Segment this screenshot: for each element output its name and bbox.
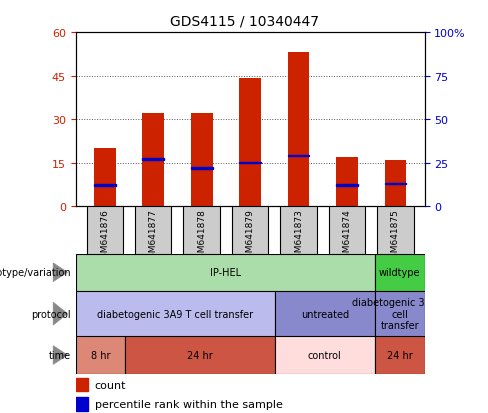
Text: count: count — [95, 380, 126, 390]
Text: percentile rank within the sample: percentile rank within the sample — [95, 399, 283, 409]
Text: diabetogenic 3A9 T cell transfer: diabetogenic 3A9 T cell transfer — [97, 309, 253, 319]
Bar — [375, 254, 425, 291]
Text: GDS4115 / 10340447: GDS4115 / 10340447 — [169, 14, 319, 28]
Text: control: control — [308, 350, 342, 360]
Text: GSM641877: GSM641877 — [149, 209, 158, 263]
Bar — [142, 114, 164, 206]
Bar — [135, 206, 171, 254]
Bar — [385, 160, 407, 206]
Text: 8 hr: 8 hr — [91, 350, 110, 360]
Bar — [377, 206, 414, 254]
Text: GSM641876: GSM641876 — [100, 209, 109, 263]
Bar — [287, 53, 309, 206]
Bar — [76, 291, 275, 337]
Polygon shape — [53, 346, 67, 364]
Text: GSM641875: GSM641875 — [391, 209, 400, 263]
Bar — [232, 206, 268, 254]
Bar — [275, 291, 375, 337]
Polygon shape — [53, 302, 67, 325]
Bar — [287, 155, 309, 157]
Text: IP-HEL: IP-HEL — [210, 268, 241, 278]
Bar — [336, 157, 358, 206]
Bar — [336, 185, 358, 187]
Bar — [183, 206, 220, 254]
Text: GSM641878: GSM641878 — [197, 209, 206, 263]
Text: 24 hr: 24 hr — [187, 350, 213, 360]
Text: GSM641879: GSM641879 — [245, 209, 255, 263]
Bar — [191, 168, 213, 169]
Text: diabetogenic 3A9 T
cell
transfer: diabetogenic 3A9 T cell transfer — [352, 297, 447, 330]
Bar — [76, 254, 375, 291]
Bar — [239, 79, 261, 206]
Text: GSM641873: GSM641873 — [294, 209, 303, 263]
Bar — [76, 397, 88, 411]
Bar — [329, 206, 365, 254]
Bar — [275, 337, 375, 374]
Bar — [76, 377, 88, 392]
Bar — [375, 291, 425, 337]
Bar — [94, 185, 116, 187]
Bar — [125, 337, 275, 374]
Text: 24 hr: 24 hr — [387, 350, 412, 360]
Bar — [76, 337, 125, 374]
Bar — [191, 114, 213, 206]
Bar — [375, 337, 425, 374]
Polygon shape — [53, 263, 67, 282]
Bar — [142, 159, 164, 161]
Text: untreated: untreated — [301, 309, 349, 319]
Text: GSM641874: GSM641874 — [343, 209, 351, 263]
Bar — [86, 206, 123, 254]
Bar — [281, 206, 317, 254]
Bar — [385, 183, 407, 185]
Text: genotype/variation: genotype/variation — [0, 268, 71, 278]
Text: time: time — [49, 350, 71, 360]
Bar — [239, 162, 261, 164]
Text: protocol: protocol — [31, 309, 71, 319]
Bar — [94, 149, 116, 206]
Text: wildtype: wildtype — [379, 268, 420, 278]
